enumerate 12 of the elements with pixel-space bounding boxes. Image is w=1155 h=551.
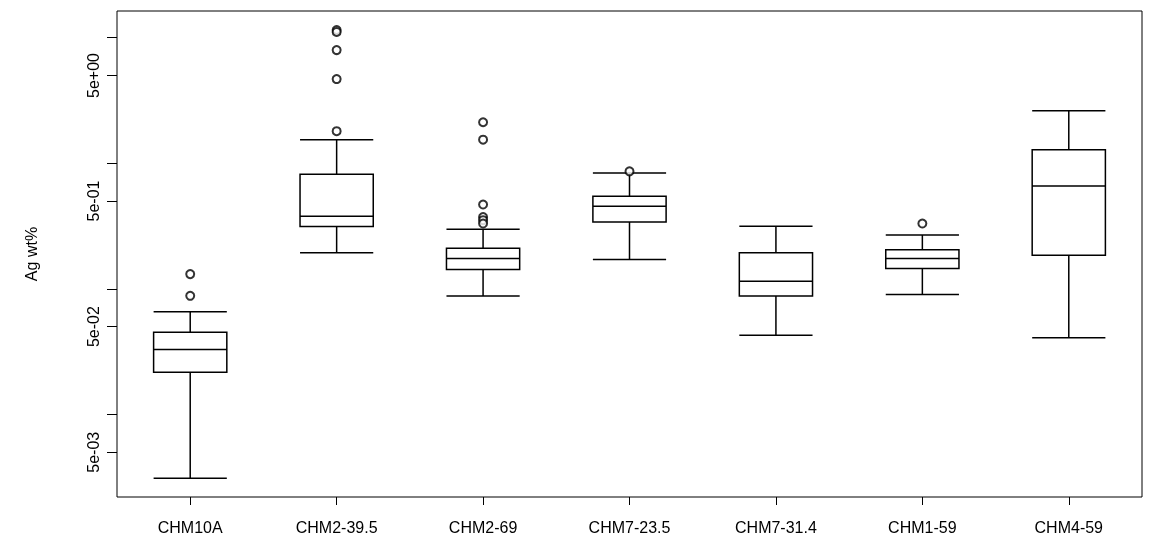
y-axis-title: Ag wt% (22, 226, 40, 282)
x-tick-label: CHM7-23.5 (588, 518, 671, 536)
y-tick-label: 5e-02 (84, 306, 102, 348)
y-tick-label: 5e-01 (84, 180, 102, 222)
x-tick-label: CHM4-59 (1034, 518, 1104, 536)
y-tick-label: 5e-03 (84, 431, 102, 473)
x-tick-label: CHM7-31.4 (735, 518, 817, 536)
x-tick-label: CHM2-69 (448, 518, 518, 536)
x-tick-label: CHM10A (157, 518, 223, 536)
x-tick-label: CHM2-39.5 (295, 518, 378, 536)
x-tick-label: CHM1-59 (888, 518, 957, 536)
y-tick-label: 5e+00 (84, 52, 102, 98)
